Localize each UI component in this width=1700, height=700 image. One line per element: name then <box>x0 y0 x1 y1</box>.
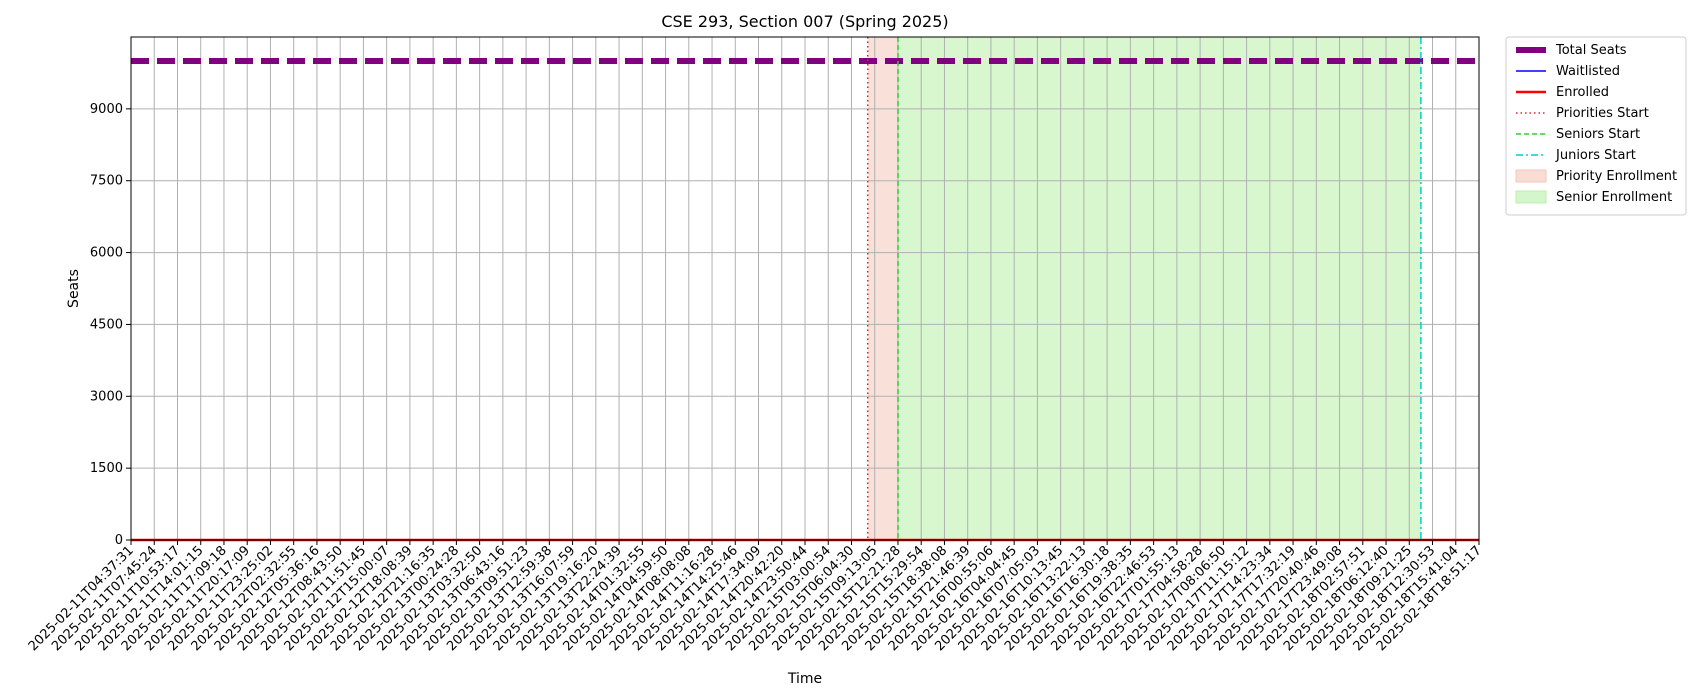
ytick-label-0: 0 <box>115 533 123 548</box>
legend-label-4: Seniors Start <box>1556 127 1640 142</box>
y-axis-label: Seats <box>66 269 82 308</box>
legend-label-0: Total Seats <box>1555 43 1627 58</box>
ytick-label-3: 4500 <box>90 317 123 332</box>
x-axis-ticks: 2025-02-11T04:37:312025-02-11T07:45:2420… <box>26 540 1485 654</box>
ytick-label-2: 3000 <box>90 389 123 404</box>
legend-label-7: Senior Enrollment <box>1556 190 1672 205</box>
ytick-label-1: 1500 <box>90 461 123 476</box>
span-1 <box>897 37 1421 540</box>
legend: Total Seats Waitlisted Enrolled Priorities … <box>1505 36 1687 216</box>
legend-swatch-6 <box>1515 169 1547 183</box>
legend-label-2: Enrolled <box>1556 85 1609 100</box>
grid <box>130 37 1480 541</box>
legend-label-6: Priority Enrollment <box>1556 169 1677 184</box>
chart-title: CSE 293, Section 007 (Spring 2025) <box>661 12 948 31</box>
legend-label-1: Waitlisted <box>1556 64 1620 79</box>
legend-label-3: Priorities Start <box>1556 106 1649 121</box>
y-axis-ticks: 0 1500 3000 4500 6000 7500 9000 <box>90 102 131 548</box>
ytick-label-5: 7500 <box>90 174 123 189</box>
legend-box <box>1505 36 1687 216</box>
x-axis-label: Time <box>787 671 822 687</box>
phase-lines <box>867 37 1422 540</box>
span-0 <box>867 37 898 540</box>
enrollment-spans <box>867 37 1421 540</box>
ytick-label-6: 9000 <box>90 102 123 117</box>
ytick-label-4: 6000 <box>90 246 123 261</box>
legend-label-5: Juniors Start <box>1555 148 1636 163</box>
legend-swatch-7 <box>1515 190 1547 204</box>
